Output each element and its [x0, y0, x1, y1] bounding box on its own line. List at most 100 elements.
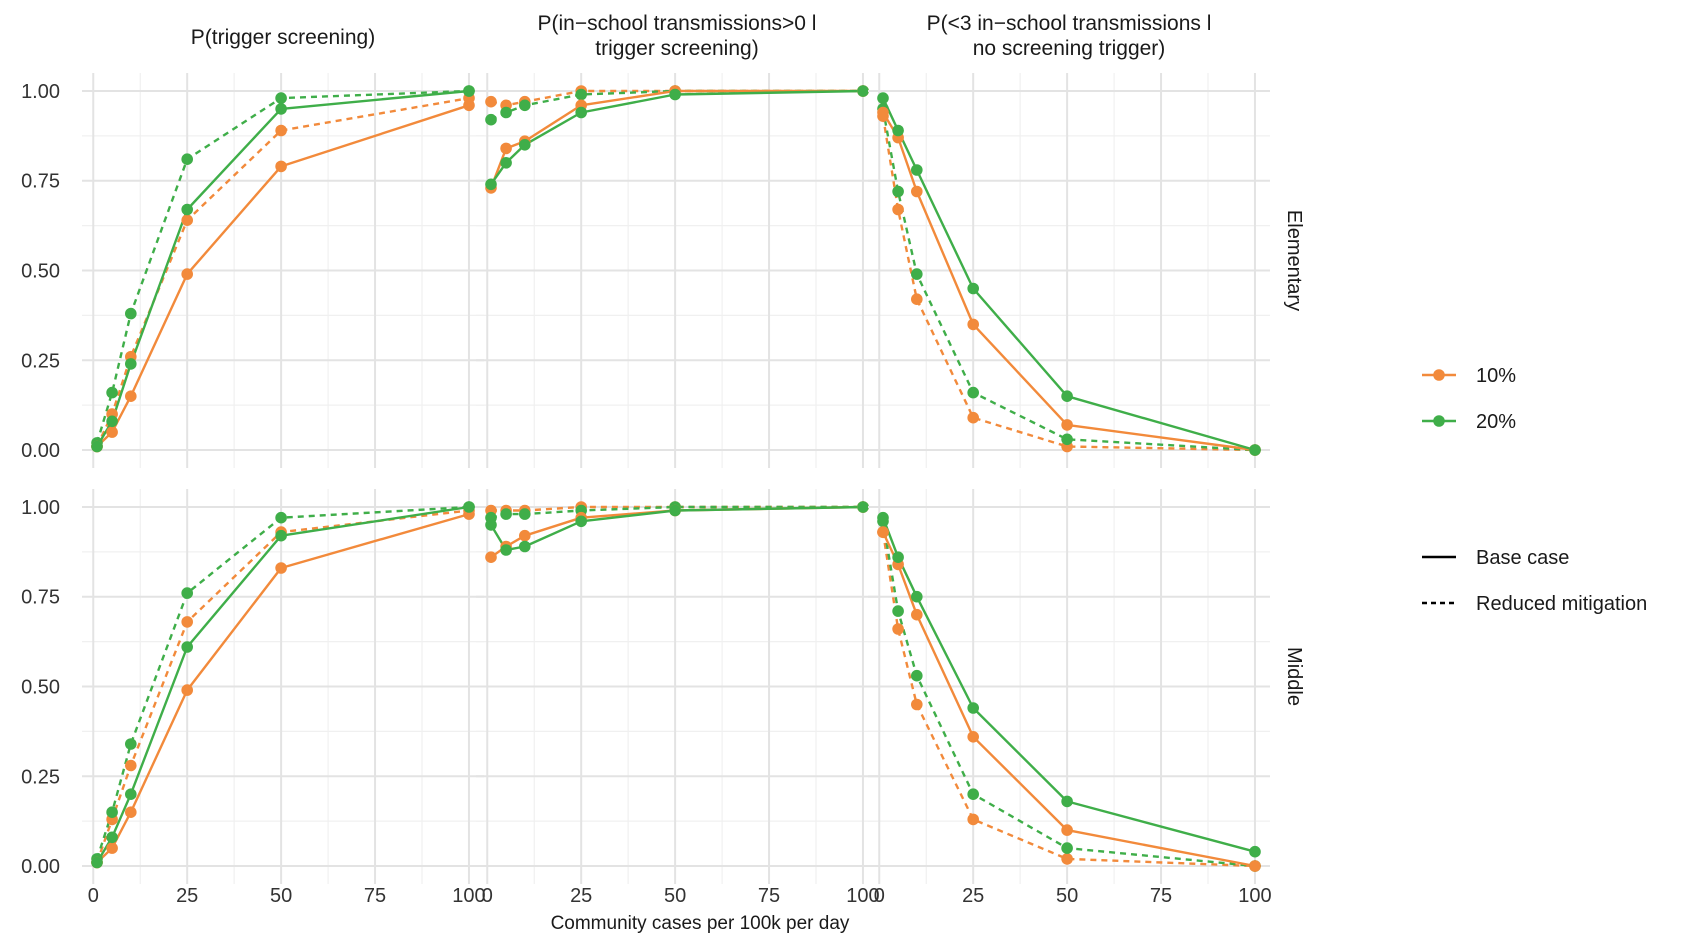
series-line-10pct-base	[489, 89, 863, 189]
data-point	[485, 113, 497, 126]
data-point	[106, 386, 118, 399]
legend-label: Base case	[1476, 547, 1569, 569]
series-line-10pct-reduced	[95, 96, 470, 448]
data-point	[892, 623, 904, 635]
data-point	[1061, 419, 1073, 431]
data-point	[519, 99, 531, 112]
data-point	[181, 214, 193, 226]
series-line-20pct-reduced	[95, 505, 470, 860]
data-point	[519, 139, 531, 151]
data-point	[575, 88, 587, 101]
x-tick-label: 75	[1150, 885, 1172, 907]
color-legend: 10% 20%	[1422, 365, 1516, 433]
data-point	[911, 164, 923, 176]
x-tick-label: 25	[962, 885, 984, 907]
data-point	[275, 562, 287, 574]
x-tick-label: 100	[452, 885, 485, 907]
data-point	[500, 544, 512, 556]
panel-1-1	[82, 73, 484, 468]
data-point	[1061, 433, 1073, 446]
data-point	[125, 738, 137, 750]
data-point	[575, 515, 587, 528]
data-point	[125, 806, 137, 818]
panel-1-2	[476, 73, 878, 468]
data-point	[181, 641, 193, 653]
data-point	[519, 529, 531, 542]
panel-2-1	[82, 489, 484, 884]
data-point	[275, 103, 287, 115]
data-point	[892, 203, 904, 216]
x-tick-label: 0	[482, 885, 493, 907]
data-point	[485, 95, 497, 108]
data-point	[911, 268, 923, 280]
series-line-10pct-base	[96, 104, 470, 448]
x-tick-label: 25	[570, 885, 592, 907]
data-point	[575, 106, 587, 119]
y-tick-label: 0.25	[21, 766, 60, 788]
data-point	[1061, 824, 1073, 836]
data-point	[463, 85, 475, 97]
x-tick-label: 100	[1238, 885, 1271, 907]
y-tick-label: 0.50	[21, 261, 60, 283]
data-point	[275, 124, 287, 137]
data-point	[91, 440, 103, 453]
data-point	[181, 268, 193, 280]
data-point	[106, 415, 118, 428]
data-point	[463, 501, 475, 513]
data-point	[911, 608, 923, 621]
y-tick-label: 0.00	[21, 856, 60, 878]
data-point	[275, 160, 287, 173]
data-point	[911, 590, 923, 603]
data-point	[1061, 390, 1073, 403]
series-line-20pct-reduced	[881, 521, 1256, 868]
data-point	[125, 788, 137, 800]
legend-key-point	[1433, 415, 1445, 427]
data-point	[181, 153, 193, 165]
data-point	[877, 92, 889, 104]
data-point	[967, 411, 979, 424]
series-line-10pct-reduced	[95, 509, 470, 863]
facet-column-title: no screening trigger)	[973, 37, 1166, 60]
data-point	[275, 511, 287, 524]
facet-column-title: P(in−school transmissions>0 l	[538, 12, 817, 35]
x-tick-label: 50	[270, 885, 292, 907]
data-point	[1249, 860, 1261, 872]
data-point	[911, 185, 923, 198]
data-point	[125, 390, 137, 403]
series-line-10pct-reduced	[881, 531, 1256, 868]
data-point	[500, 157, 512, 169]
data-point	[91, 856, 103, 869]
legend-key-point	[1433, 369, 1445, 381]
data-point	[967, 318, 979, 331]
data-point	[463, 99, 475, 112]
data-point	[181, 616, 193, 628]
data-point	[485, 519, 497, 531]
series-line-20pct-reduced	[95, 89, 470, 444]
data-point	[892, 605, 904, 617]
data-point	[519, 508, 531, 520]
data-point	[181, 684, 193, 696]
series-line-20pct-base	[490, 89, 864, 185]
facet-row-title: Middle	[1283, 647, 1305, 706]
data-point	[500, 142, 512, 155]
data-point	[967, 788, 979, 800]
series-line-20pct-base	[95, 505, 470, 864]
y-tick-label: 0.75	[21, 587, 60, 609]
data-point	[500, 106, 512, 119]
data-point	[911, 293, 923, 306]
data-point	[181, 203, 193, 216]
data-point	[669, 504, 681, 517]
data-point	[857, 85, 869, 97]
x-tick-label: 0	[874, 885, 885, 907]
y-tick-label: 0.75	[21, 171, 60, 193]
facet-column-title: P(<3 in−school transmissions l	[927, 12, 1212, 35]
data-point	[1249, 444, 1261, 456]
data-point	[892, 185, 904, 198]
legend-label: 20%	[1476, 411, 1516, 433]
data-point	[106, 831, 118, 844]
data-point	[967, 702, 979, 714]
data-point	[911, 669, 923, 682]
data-point	[500, 508, 512, 520]
